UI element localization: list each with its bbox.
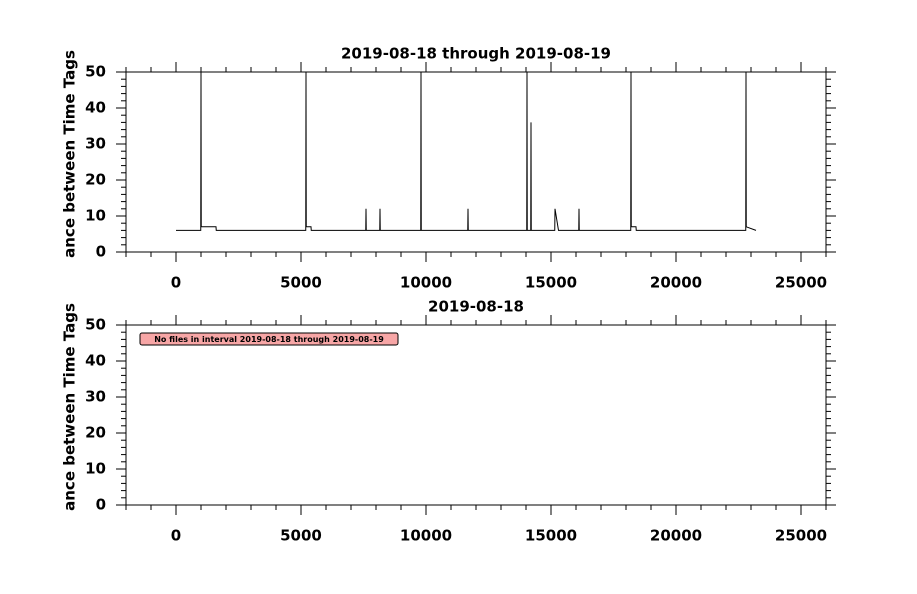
x-tick-label: 10000 [400,274,452,292]
y-tick-label: 40 [85,99,106,117]
y-tick-label: 30 [85,388,106,406]
y-tick-label: 0 [96,243,106,261]
chart-title: 2019-08-18 [428,298,524,316]
x-tick-label: 25000 [775,274,827,292]
x-tick-label: 0 [171,274,181,292]
annotation: No files in interval 2019-08-18 through … [154,335,384,344]
y-tick-label: 10 [85,460,106,478]
annotation-box [139,332,399,346]
data-line [176,72,757,231]
chart-title: 2019-08-18 through 2019-08-19 [341,45,611,63]
x-tick-label: 5000 [280,274,322,292]
y-tick-label: 0 [96,496,106,514]
y-axis-label: ance between Time Tags [61,303,79,511]
x-tick-label: 15000 [525,527,577,545]
x-tick-label: 20000 [650,527,702,545]
y-axis-label: ance between Time Tags [61,50,79,258]
plot-frame [125,324,827,506]
plot-frame [125,71,827,253]
y-tick-label: 20 [85,424,106,442]
x-tick-label: 20000 [650,274,702,292]
x-tick-label: 0 [171,527,181,545]
x-tick-label: 5000 [280,527,322,545]
y-tick-label: 50 [85,316,106,334]
y-tick-label: 40 [85,352,106,370]
x-tick-label: 15000 [525,274,577,292]
x-tick-label: 10000 [400,527,452,545]
y-tick-label: 30 [85,135,106,153]
x-tick-label: 25000 [775,527,827,545]
y-tick-label: 50 [85,63,106,81]
y-tick-label: 20 [85,171,106,189]
y-tick-label: 10 [85,207,106,225]
